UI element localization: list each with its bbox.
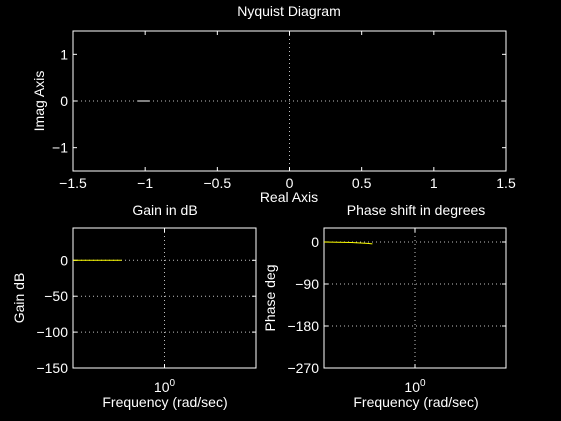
gain-xlabel: Frequency (rad/sec)	[102, 394, 227, 410]
gain-ytick-label-1: −100	[36, 324, 68, 340]
gain-ylabel: Gain dB	[11, 273, 27, 324]
nyquist-axes: Nyquist Diagram Real Axis Imag Axis −1.5…	[31, 3, 516, 205]
gain-xtick-label-0: 100	[154, 378, 176, 395]
phase-ytick-label-0: −270	[287, 360, 319, 376]
gain-title: Gain in dB	[132, 202, 197, 218]
nyquist-xtick-label-0: −1.5	[59, 175, 87, 191]
nyquist-xtick-label-3: 0	[286, 175, 294, 191]
gain-ytick-label-0: −150	[36, 360, 68, 376]
nyquist-xtick-label-5: 1	[430, 175, 438, 191]
nyquist-ytick-label-1: 0	[60, 93, 68, 109]
nyquist-xtick-label-4: 0.5	[352, 175, 372, 191]
phase-ytick-label-3: 0	[311, 234, 319, 250]
gain-ytick-label-2: −50	[44, 288, 68, 304]
phase-ytick-label-1: −180	[287, 318, 319, 334]
phase-xlabel: Frequency (rad/sec)	[353, 394, 478, 410]
nyquist-xtick-label-1: −1	[137, 175, 153, 191]
nyquist-title: Nyquist Diagram	[237, 3, 340, 19]
nyquist-ytick-label-0: −1	[52, 140, 68, 156]
gain-ytick-label-3: 0	[60, 252, 68, 268]
nyquist-ylabel: Imag Axis	[31, 71, 47, 132]
phase-axes: Phase shift in degrees Frequency (rad/se…	[262, 202, 507, 410]
phase-xtick-label-0: 100	[404, 378, 426, 395]
nyquist-xtick-label-6: 1.5	[496, 175, 516, 191]
phase-series-line-0	[323, 241, 373, 245]
phase-title: Phase shift in degrees	[347, 202, 486, 218]
nyquist-xtick-label-2: −0.5	[204, 175, 232, 191]
nyquist-ytick-label-2: 1	[60, 46, 68, 62]
gain-axes: Gain in dB Frequency (rad/sec) Gain dB 1…	[11, 202, 257, 410]
phase-ylabel: Phase deg	[262, 265, 278, 332]
nyquist-xlabel: Real Axis	[260, 189, 318, 205]
phase-ytick-label-2: −90	[295, 276, 319, 292]
